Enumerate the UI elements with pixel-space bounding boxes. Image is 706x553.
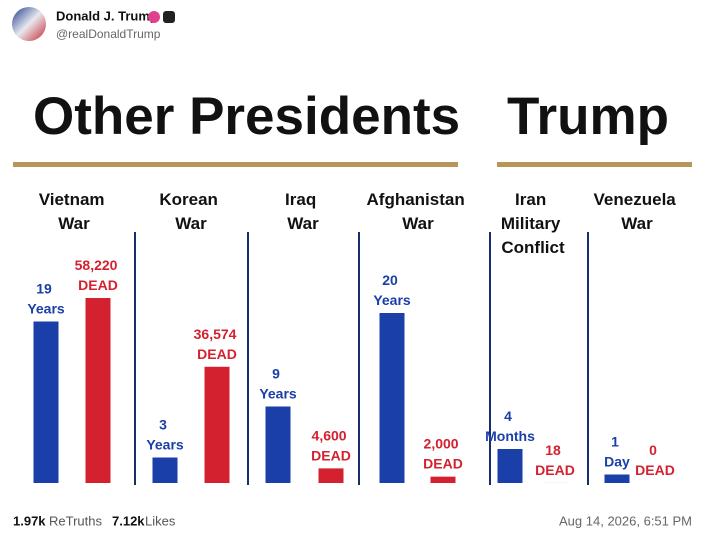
like-label[interactable]: Likes (145, 513, 176, 528)
category-label: Korean War (159, 190, 222, 233)
value-label: 0 DEAD (635, 442, 675, 478)
like-count[interactable]: 7.12k (112, 513, 145, 528)
category-label: Vietnam War (39, 190, 110, 233)
author-handle[interactable]: @realDonaldTrump (56, 27, 161, 41)
category-label: Iraq War (285, 190, 321, 233)
value-label: 20 Years (373, 272, 411, 308)
bar (319, 468, 344, 483)
category-label: Iran Military Conflict (501, 190, 565, 257)
retruth-count[interactable]: 1.97k (13, 513, 46, 528)
bar (34, 322, 59, 484)
badge (163, 11, 175, 23)
value-label: 18 DEAD (535, 442, 575, 478)
bar (266, 407, 291, 484)
group-header: Trump (507, 87, 669, 146)
bar (153, 458, 178, 484)
value-label: 36,574 DEAD (194, 325, 241, 361)
verified-badge (148, 11, 160, 23)
bar (86, 298, 111, 483)
value-label: 9 Years (259, 365, 297, 401)
chart-image: Other Presidents Trump Vietnam War Korean… (13, 87, 692, 485)
bar (205, 367, 230, 483)
header-rule (497, 162, 692, 167)
header-rule (13, 162, 458, 167)
author-name[interactable]: Donald J. Trump (56, 8, 158, 23)
value-label: 4 Months (485, 408, 535, 444)
bar (498, 449, 523, 483)
category-label: Afghanistan War (367, 190, 470, 233)
timestamp: Aug 14, 2026, 6:51 PM (559, 513, 692, 528)
group-header: Other Presidents (33, 87, 460, 146)
value-label: 4,600 DEAD (311, 427, 351, 463)
value-label: 3 Years (146, 416, 184, 452)
value-label: 58,220 DEAD (75, 257, 122, 293)
value-label: 2,000 DEAD (423, 435, 463, 471)
retruth-label[interactable]: ReTruths (49, 513, 102, 528)
bar (431, 477, 456, 483)
value-label: 19 Years (27, 280, 65, 316)
bar (380, 313, 405, 483)
value-label: 1 Day (604, 433, 630, 469)
category-label: Venezuela War (594, 190, 681, 233)
avatar[interactable] (12, 7, 46, 41)
bar (605, 475, 630, 484)
